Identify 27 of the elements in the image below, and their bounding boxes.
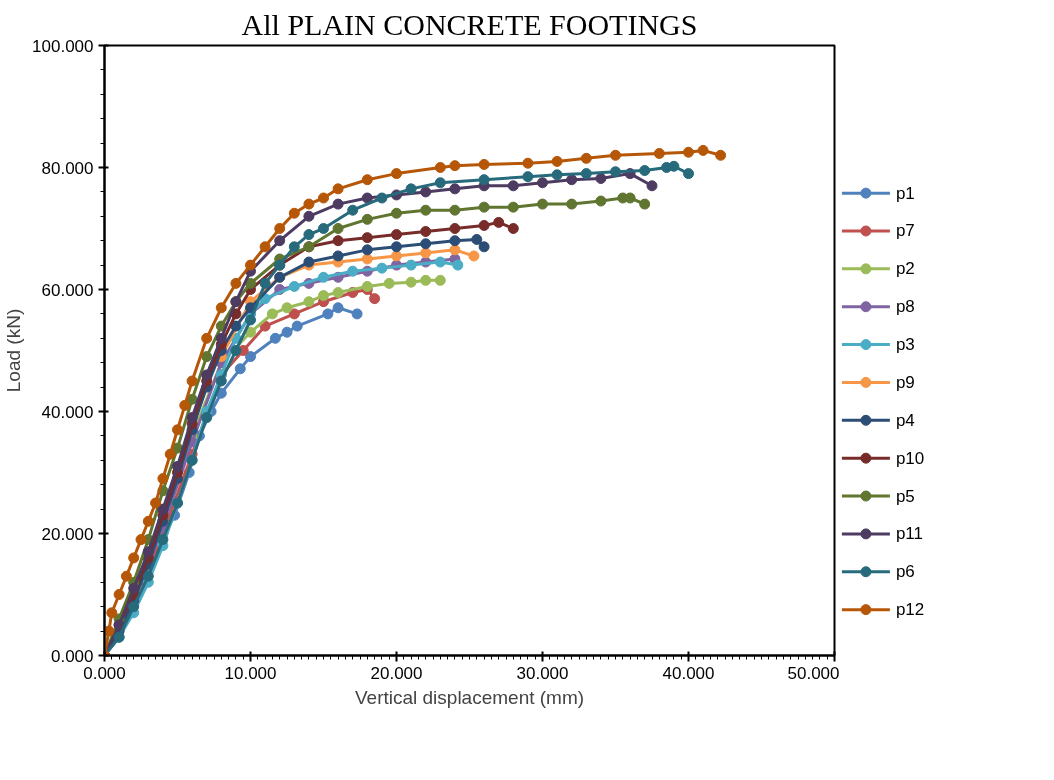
legend-label: p4 bbox=[895, 410, 915, 430]
legend-label: p11 bbox=[895, 524, 924, 544]
legend-label: p8 bbox=[895, 297, 915, 317]
y-tick-label: 60.000 bbox=[41, 280, 94, 300]
x-tick-label: 50.000 bbox=[787, 663, 840, 683]
y-tick-label: 100.000 bbox=[32, 36, 94, 56]
legend-label: p10 bbox=[895, 448, 925, 468]
x-tick-label: 20.000 bbox=[370, 663, 423, 683]
legend-label: p2 bbox=[895, 259, 915, 279]
legend-label: p7 bbox=[895, 221, 915, 241]
x-tick-label: 0.000 bbox=[83, 663, 126, 683]
x-tick-label: 30.000 bbox=[516, 663, 569, 683]
y-tick-label: 40.000 bbox=[41, 402, 94, 422]
x-tick-label: 40.000 bbox=[662, 663, 715, 683]
legend-label: p12 bbox=[895, 600, 925, 620]
legend-label: p3 bbox=[895, 335, 915, 355]
y-tick-label: 20.000 bbox=[41, 524, 94, 544]
legend-label: p5 bbox=[895, 486, 915, 506]
legend-label: p6 bbox=[895, 562, 915, 582]
y-axis-title: Load (kN) bbox=[3, 308, 25, 393]
x-axis-title: Vertical displacement (mm) bbox=[354, 686, 585, 708]
x-tick-label: 10.000 bbox=[224, 663, 277, 683]
chart-title: All PLAIN CONCRETE FOOTINGS bbox=[241, 7, 698, 41]
y-tick-label: 0.000 bbox=[50, 646, 94, 666]
legend-label: p1 bbox=[895, 183, 915, 203]
legend-label: p9 bbox=[895, 372, 915, 392]
y-tick-label: 80.000 bbox=[41, 158, 94, 178]
